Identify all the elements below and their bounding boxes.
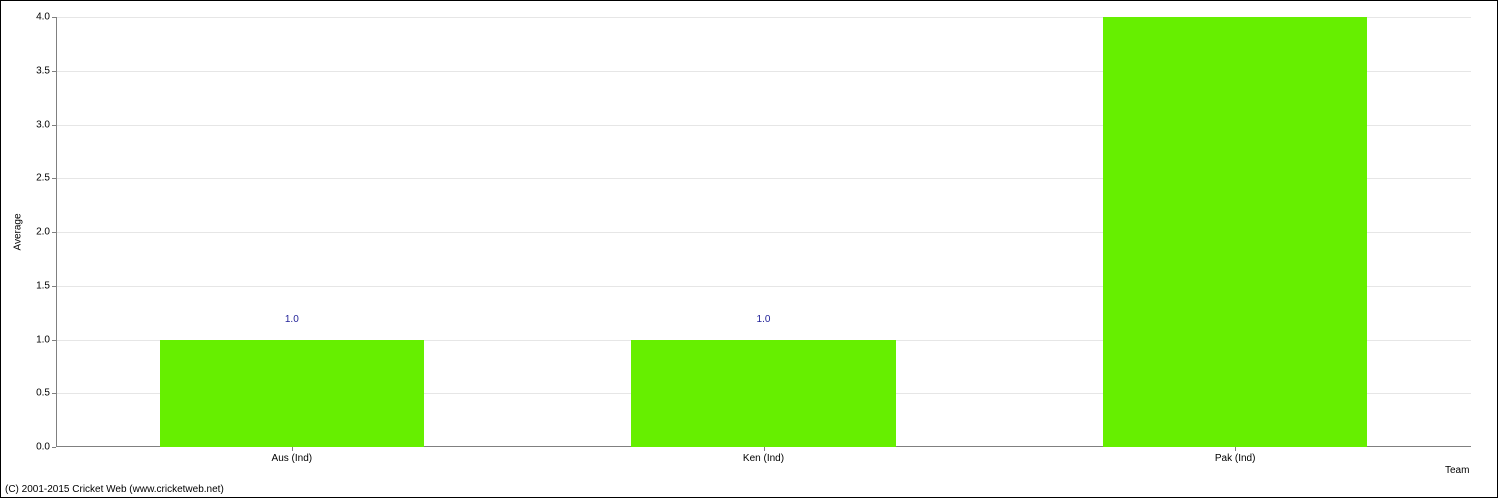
chart-frame: 0.00.51.01.52.02.53.03.54.01.0Aus (Ind)1… [0,0,1498,498]
x-tick-mark [1235,447,1236,451]
bar [1103,17,1367,447]
x-axis-title: Team [1445,465,1469,476]
bar-value-label: 1.0 [285,314,299,325]
y-axis-line [56,17,57,447]
bar-value-label: 4.0 [1228,0,1242,2]
y-tick-mark [52,447,56,448]
bar [631,340,895,448]
plot-area: 0.00.51.01.52.02.53.03.54.01.0Aus (Ind)1… [56,17,1471,447]
copyright-text: (C) 2001-2015 Cricket Web (www.cricketwe… [5,484,224,495]
bar-value-label: 1.0 [757,314,771,325]
x-tick-mark [764,447,765,451]
x-tick-mark [292,447,293,451]
bar [160,340,424,448]
y-axis-title: Average [13,213,24,250]
